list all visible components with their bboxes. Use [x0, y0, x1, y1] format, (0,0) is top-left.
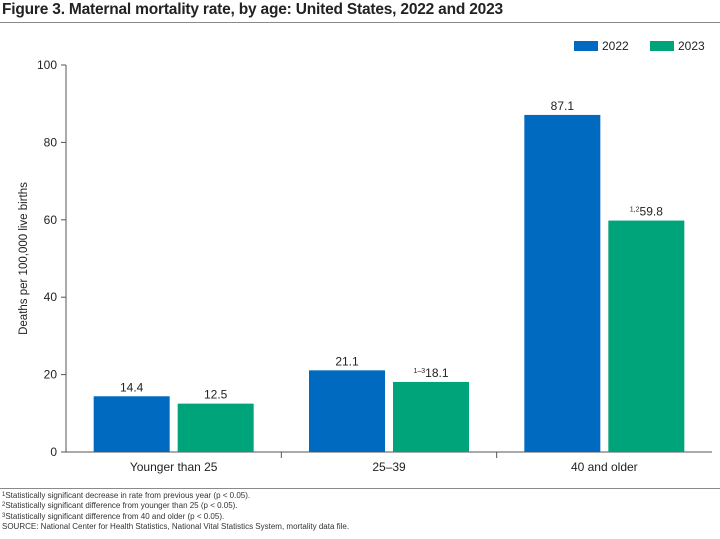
data-labels: 14.4 12.5 21.1 1–318.1 87.1 1,259.8: [120, 99, 663, 402]
footnote: 2Statistically significant difference fr…: [2, 501, 238, 511]
data-label: 1,259.8: [630, 205, 663, 219]
x-tick-label: 25–39: [372, 460, 406, 474]
bar-2023-2: [608, 220, 685, 452]
legend-swatch-2022: [574, 41, 598, 51]
y-tick-label: 80: [44, 135, 58, 149]
data-label: 21.1: [335, 354, 359, 368]
footnote: 3Statistically significant difference fr…: [2, 511, 225, 521]
y-tick-label: 100: [37, 58, 57, 72]
bar-2022-2: [524, 114, 601, 452]
bar-chart: 2022 2023 0 20 40 60 80 100 Deaths per 100,000 …: [18, 39, 712, 474]
data-label-sup: 1–3: [413, 368, 425, 375]
y-tick-label: 20: [44, 368, 58, 382]
figure-title: Figure 3. Maternal mortality rate, by ag…: [2, 1, 503, 18]
y-tick-label: 40: [44, 290, 58, 304]
bars: [93, 114, 685, 452]
legend-label: 2022: [602, 39, 629, 53]
bottom-rule: [0, 488, 720, 489]
footnote: 1Statistically significant decrease in r…: [2, 491, 251, 500]
x-axis: Younger than 25 25–39 40 and older: [66, 451, 712, 474]
bar-2022-1: [309, 370, 385, 452]
data-label-value: 59.8: [640, 205, 664, 219]
data-label-sup: 1,2: [630, 207, 640, 214]
data-label: 14.4: [120, 380, 144, 394]
legend: 2022 2023: [574, 39, 705, 53]
footnotes: 1Statistically significant decrease in r…: [2, 491, 349, 533]
source-note: SOURCE: National Center for Health Stati…: [2, 522, 350, 532]
x-tick-label: Younger than 25: [130, 460, 218, 474]
y-axis-label: Deaths per 100,000 live births: [18, 182, 30, 335]
bar-2022-0: [93, 396, 170, 452]
x-tick-label: 40 and older: [571, 460, 638, 474]
data-label: 12.5: [204, 388, 228, 402]
y-tick-label: 60: [44, 213, 58, 227]
bar-2023-0: [177, 403, 254, 452]
y-tick-label: 0: [50, 445, 57, 459]
y-axis: 0 20 40 60 80 100 Deaths per 100,000 live birt…: [18, 58, 67, 459]
top-rule: [0, 22, 720, 23]
legend-swatch-2023: [650, 41, 674, 51]
bar-2023-1: [393, 381, 469, 452]
data-label-value: 18.1: [425, 366, 449, 380]
data-label: 1–318.1: [413, 366, 448, 380]
legend-label: 2023: [678, 39, 705, 53]
data-label: 87.1: [551, 99, 575, 113]
